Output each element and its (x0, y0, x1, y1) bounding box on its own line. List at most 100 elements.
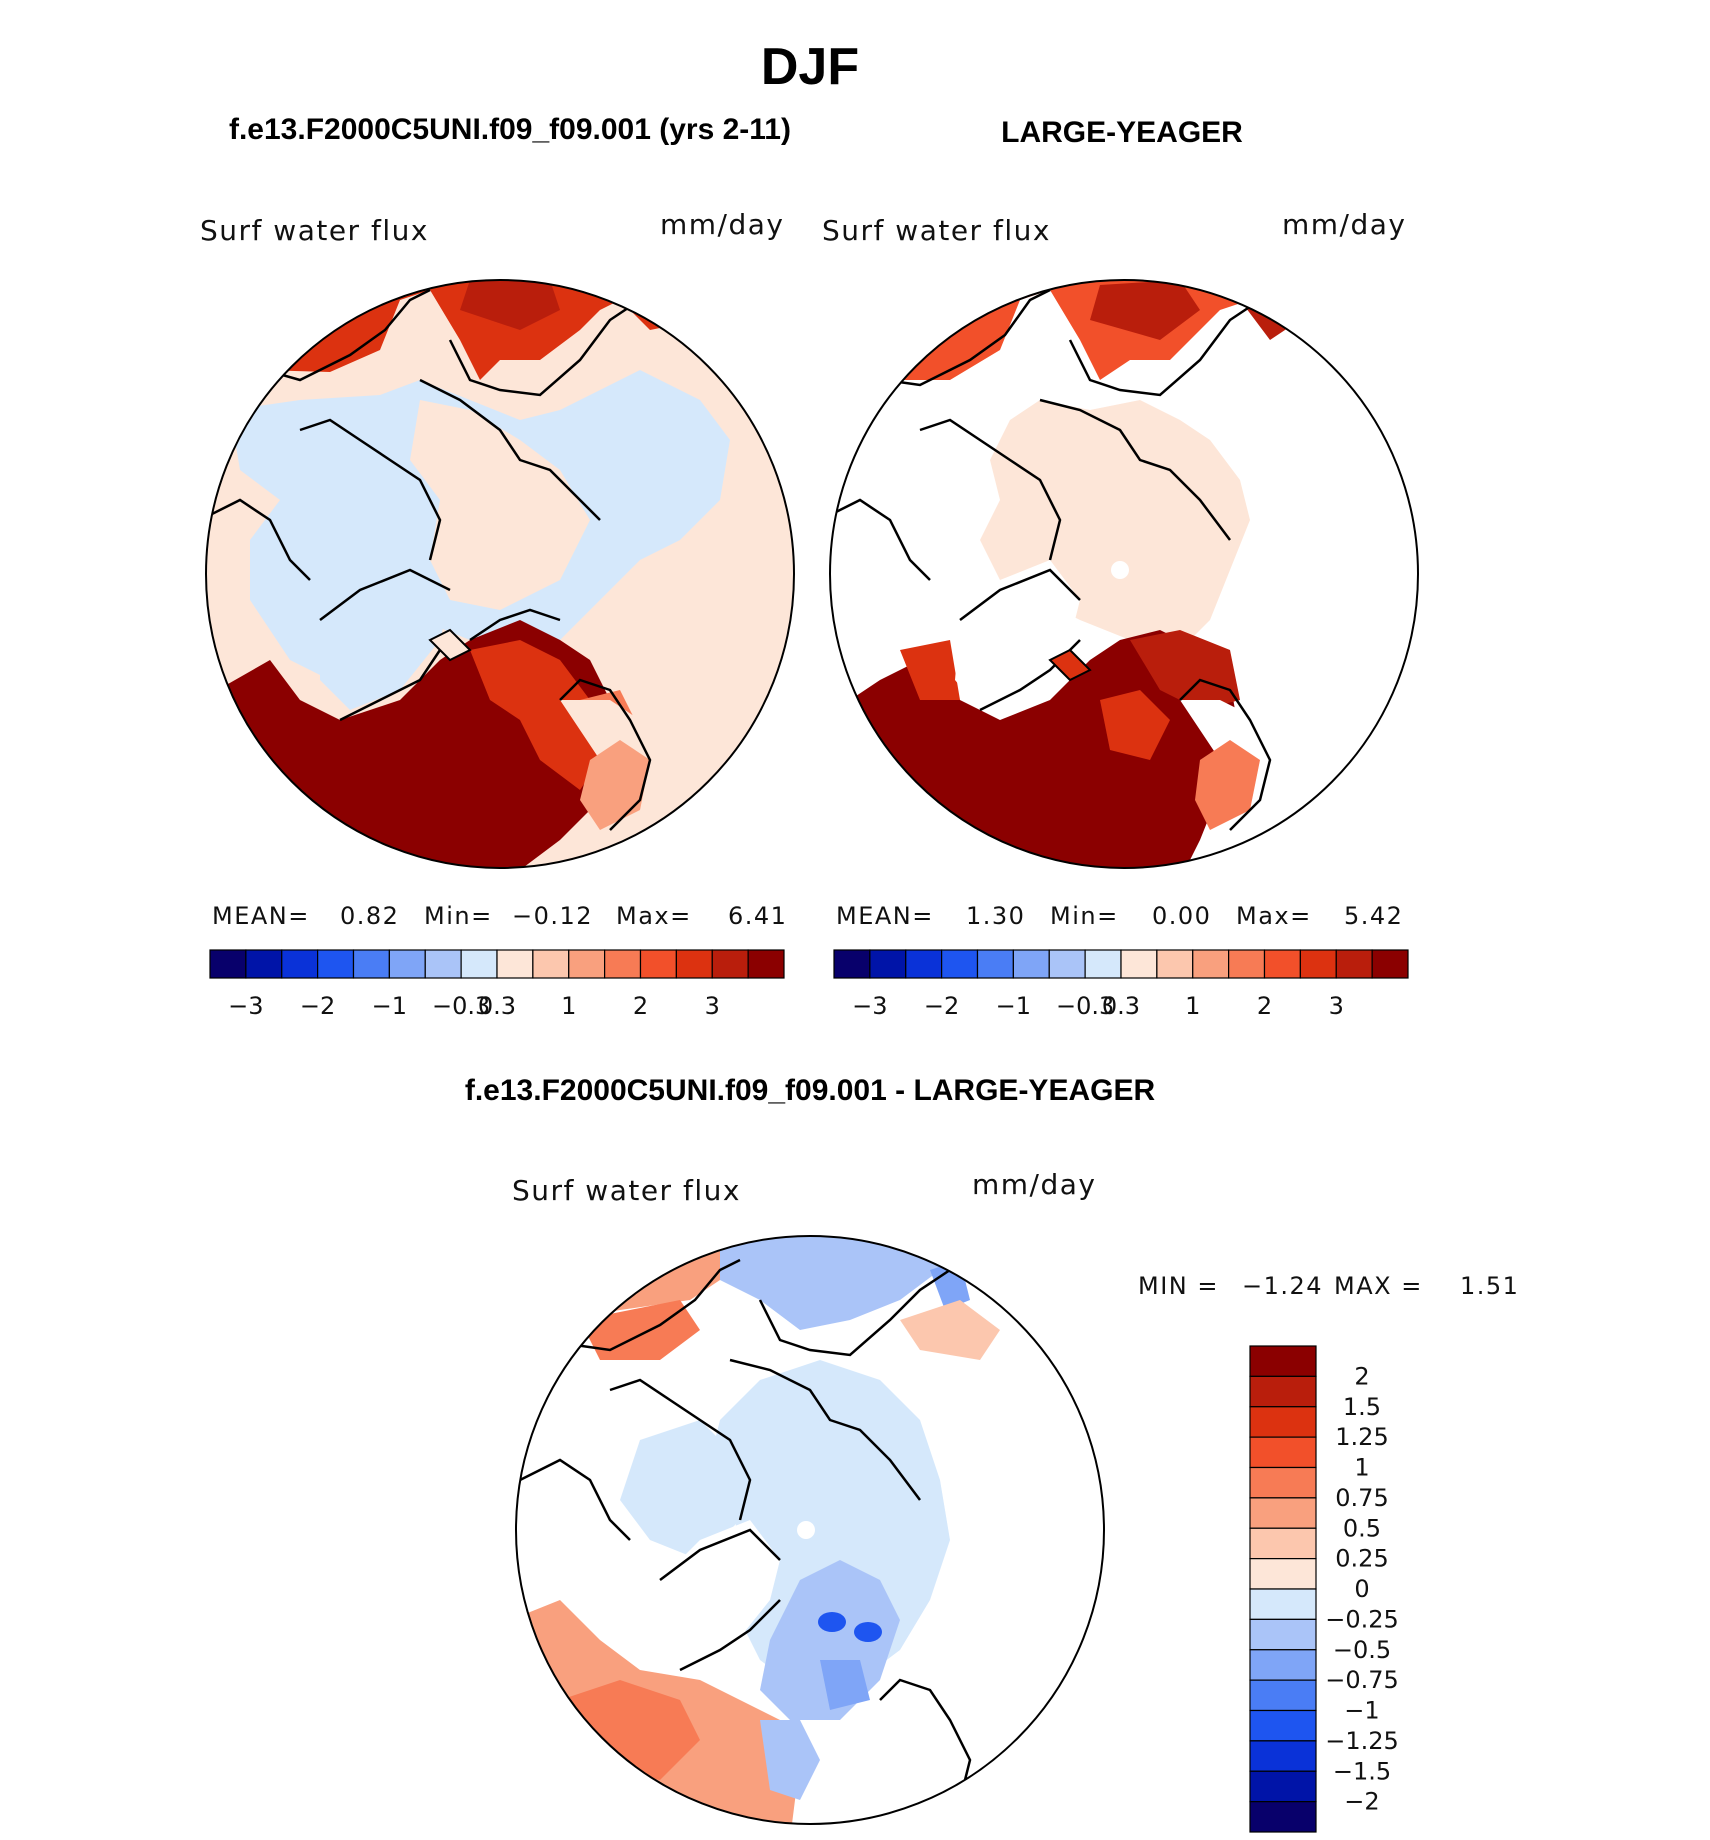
colorbar-box (1249, 1588, 1317, 1620)
colorbar-box (1249, 1466, 1317, 1499)
panel-a-map (206, 280, 794, 868)
colorbar-tick-label: 1 (1185, 992, 1200, 1020)
colorbar-box (352, 949, 390, 979)
panel-c-bering-positive (900, 1300, 1000, 1360)
panel-a-colorbar: −3 −2 −1 −0.30.3 1 2 3 (209, 949, 785, 1020)
panel-a-field-label: Surf water flux (200, 214, 429, 247)
panel-c-stats: MIN = −1.24 MAX = 1.51 (1138, 1272, 1518, 1300)
colorbar-box (1084, 949, 1122, 979)
colorbar-box (245, 949, 283, 979)
colorbar-tick-label: −3 (852, 992, 887, 1020)
colorbar-box (1299, 949, 1337, 979)
panel-c-greenland (655, 1520, 780, 1670)
colorbar-tick-label: −0.3 (1056, 992, 1114, 1020)
panel-c-pole-hole (797, 1521, 815, 1539)
colorbar-box (1192, 949, 1230, 979)
colorbar-box (1335, 949, 1373, 979)
panel-a-map-boundary (205, 279, 795, 869)
colorbar-box (1249, 1375, 1317, 1408)
panel-c-kara-negative (820, 1660, 870, 1710)
colorbar-box (1249, 1770, 1317, 1803)
colorbar-tick-label: −1 (1344, 1697, 1379, 1725)
colorbar-tick-label: 1 (1354, 1454, 1369, 1482)
colorbar-box (1156, 949, 1194, 979)
panel-b-labrador (900, 640, 960, 700)
colorbar-box (1048, 949, 1086, 979)
colorbar-tick-label: 0 (1354, 1575, 1369, 1603)
colorbar-box (1249, 1497, 1317, 1529)
colorbar-box (1249, 1345, 1317, 1377)
panel-a-stats: MEAN= 0.82 Min= −0.12 Max= 6.41 (212, 902, 786, 930)
panel-c-min-value: −1.24 (1242, 1272, 1323, 1300)
colorbar-tick-label: −0.3 (432, 992, 490, 1020)
colorbar-box (1371, 949, 1409, 979)
panel-model: Surf water flux mm/day (200, 208, 795, 1020)
right-panel-header: LARGE-YEAGER (1001, 116, 1243, 149)
colorbar-box (1249, 1618, 1317, 1651)
panel-b-mean-label: MEAN= (836, 902, 934, 930)
panel-b-max-label: Max= (1236, 902, 1312, 930)
panel-b-baltic (1195, 740, 1260, 830)
panel-a-mean-value: 0.82 (340, 902, 399, 930)
colorbar-box (496, 949, 534, 979)
colorbar-box (905, 949, 943, 979)
panel-a-iceland (428, 628, 472, 662)
colorbar-box (281, 949, 319, 979)
panel-c-units-label: mm/day (972, 1168, 1097, 1201)
panel-b-field-label: Surf water flux (822, 214, 1051, 247)
colorbar-tick-label: −1 (372, 992, 407, 1020)
colorbar-box (388, 949, 426, 979)
colorbar-tick-label: 1.25 (1335, 1423, 1388, 1451)
colorbar-box (1228, 949, 1266, 979)
colorbar-tick-label: −3 (228, 992, 263, 1020)
panel-b-pole-hole (1111, 561, 1129, 579)
colorbar-tick-label: 0.25 (1335, 1545, 1388, 1573)
colorbar-box (1012, 949, 1050, 979)
colorbar-tick-label: 2 (1257, 992, 1272, 1020)
panel-a-pacific-core-2 (460, 280, 560, 330)
colorbar-box (675, 949, 713, 979)
panel-difference: Surf water flux mm/day (512, 1168, 1518, 1833)
colorbar-box (1249, 1740, 1317, 1772)
colorbar-tick-label: −0.25 (1325, 1605, 1399, 1633)
panel-a-min-value: −0.12 (512, 902, 593, 930)
panel-b-iceland (1048, 648, 1092, 682)
colorbar-box (532, 949, 570, 979)
panel-b-max-value: 5.42 (1344, 902, 1403, 930)
colorbar-box (1249, 1527, 1317, 1560)
colorbar-tick-label: −1.25 (1325, 1727, 1399, 1755)
panel-a-max-label: Max= (616, 902, 692, 930)
panel-b-units-label: mm/day (1282, 208, 1407, 241)
colorbar-tick-label: 2 (1354, 1362, 1369, 1390)
panel-c-max-label: MAX = (1334, 1272, 1423, 1300)
colorbar-tick-label: −2 (1344, 1788, 1379, 1816)
colorbar-tick-label: 3 (1329, 992, 1344, 1020)
panel-b-barents (1130, 630, 1240, 710)
colorbar-tick-label: −2 (924, 992, 959, 1020)
colorbar-box (976, 949, 1014, 979)
panel-c-pacific-negative (720, 1236, 960, 1330)
panel-a-coastlines (206, 288, 652, 831)
colorbar-box (1249, 1436, 1317, 1469)
colorbar-box (941, 949, 979, 979)
colorbar-box (869, 949, 907, 979)
panel-c-field-label: Surf water flux (512, 1174, 741, 1207)
panel-c-norwegian-negative (760, 1720, 820, 1800)
colorbar-tick-label: 1 (561, 992, 576, 1020)
colorbar-tick-label: −1 (996, 992, 1031, 1020)
panel-b-coastlines (830, 288, 1272, 831)
colorbar-box (1249, 1406, 1317, 1438)
panel-b-stats: MEAN= 1.30 Min= 0.00 Max= 5.42 (836, 902, 1403, 930)
colorbar-tick-label: 0.5 (1343, 1514, 1381, 1542)
panel-b-pacific-core (1090, 280, 1200, 340)
panel-observations: Surf water flux mm/day (822, 208, 1419, 1020)
colorbar-tick-label: −0.5 (1333, 1636, 1391, 1664)
colorbar-tick-label: 0.3 (478, 992, 516, 1020)
colorbar-box (1120, 949, 1158, 979)
colorbar-box (1263, 949, 1301, 979)
panel-c-min-label: MIN = (1138, 1272, 1219, 1300)
left-panel-header: f.e13.F2000C5UNI.f09_f09.001 (yrs 2-11) (229, 113, 791, 146)
colorbar-tick-label: −1.5 (1333, 1757, 1391, 1785)
panel-b-min-label: Min= (1050, 902, 1119, 930)
